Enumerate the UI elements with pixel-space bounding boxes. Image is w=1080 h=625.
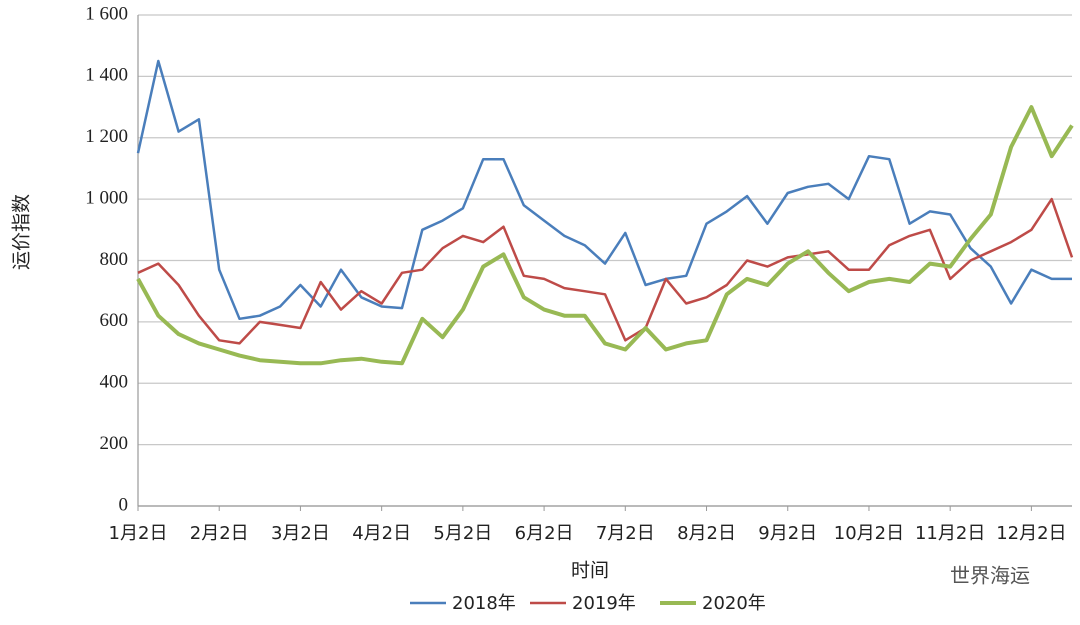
x-tick-label: 7月2日 [596,523,655,544]
y-tick-label: 1 200 [85,126,128,147]
watermark: 世界海运 [950,564,1030,588]
y-tick-label: 0 [119,494,129,515]
y-tick-label: 1 400 [85,65,128,86]
x-tick-label: 3月2日 [271,523,330,544]
x-tick-label: 11月2日 [915,523,985,544]
x-tick-label: 4月2日 [352,523,411,544]
x-axis-title: 时间 [571,560,609,582]
y-axis-title: 运价指数 [11,194,33,270]
series-line [136,105,1074,366]
legend-label: 2019年 [572,593,636,614]
x-tick-label: 6月2日 [515,523,574,544]
y-tick-label: 600 [100,310,129,331]
x-tick-label: 10月2日 [834,523,904,544]
x-tick-label: 12月2日 [996,523,1066,544]
y-tick-label: 400 [100,372,129,393]
x-tick-label: 1月2日 [109,523,168,544]
y-tick-label: 1 000 [85,187,128,208]
legend-label: 2020年 [702,593,766,614]
y-tick-label: 800 [100,249,129,270]
x-tick-label: 2月2日 [190,523,249,544]
y-tick-label: 200 [100,433,129,454]
x-tick-label: 5月2日 [433,523,492,544]
series-line [137,197,1074,345]
x-tick-label: 8月2日 [677,523,736,544]
y-tick-label: 1 600 [85,3,128,24]
legend-label: 2018年 [452,593,516,614]
x-tick-label: 9月2日 [758,523,817,544]
series-line [136,59,1072,321]
